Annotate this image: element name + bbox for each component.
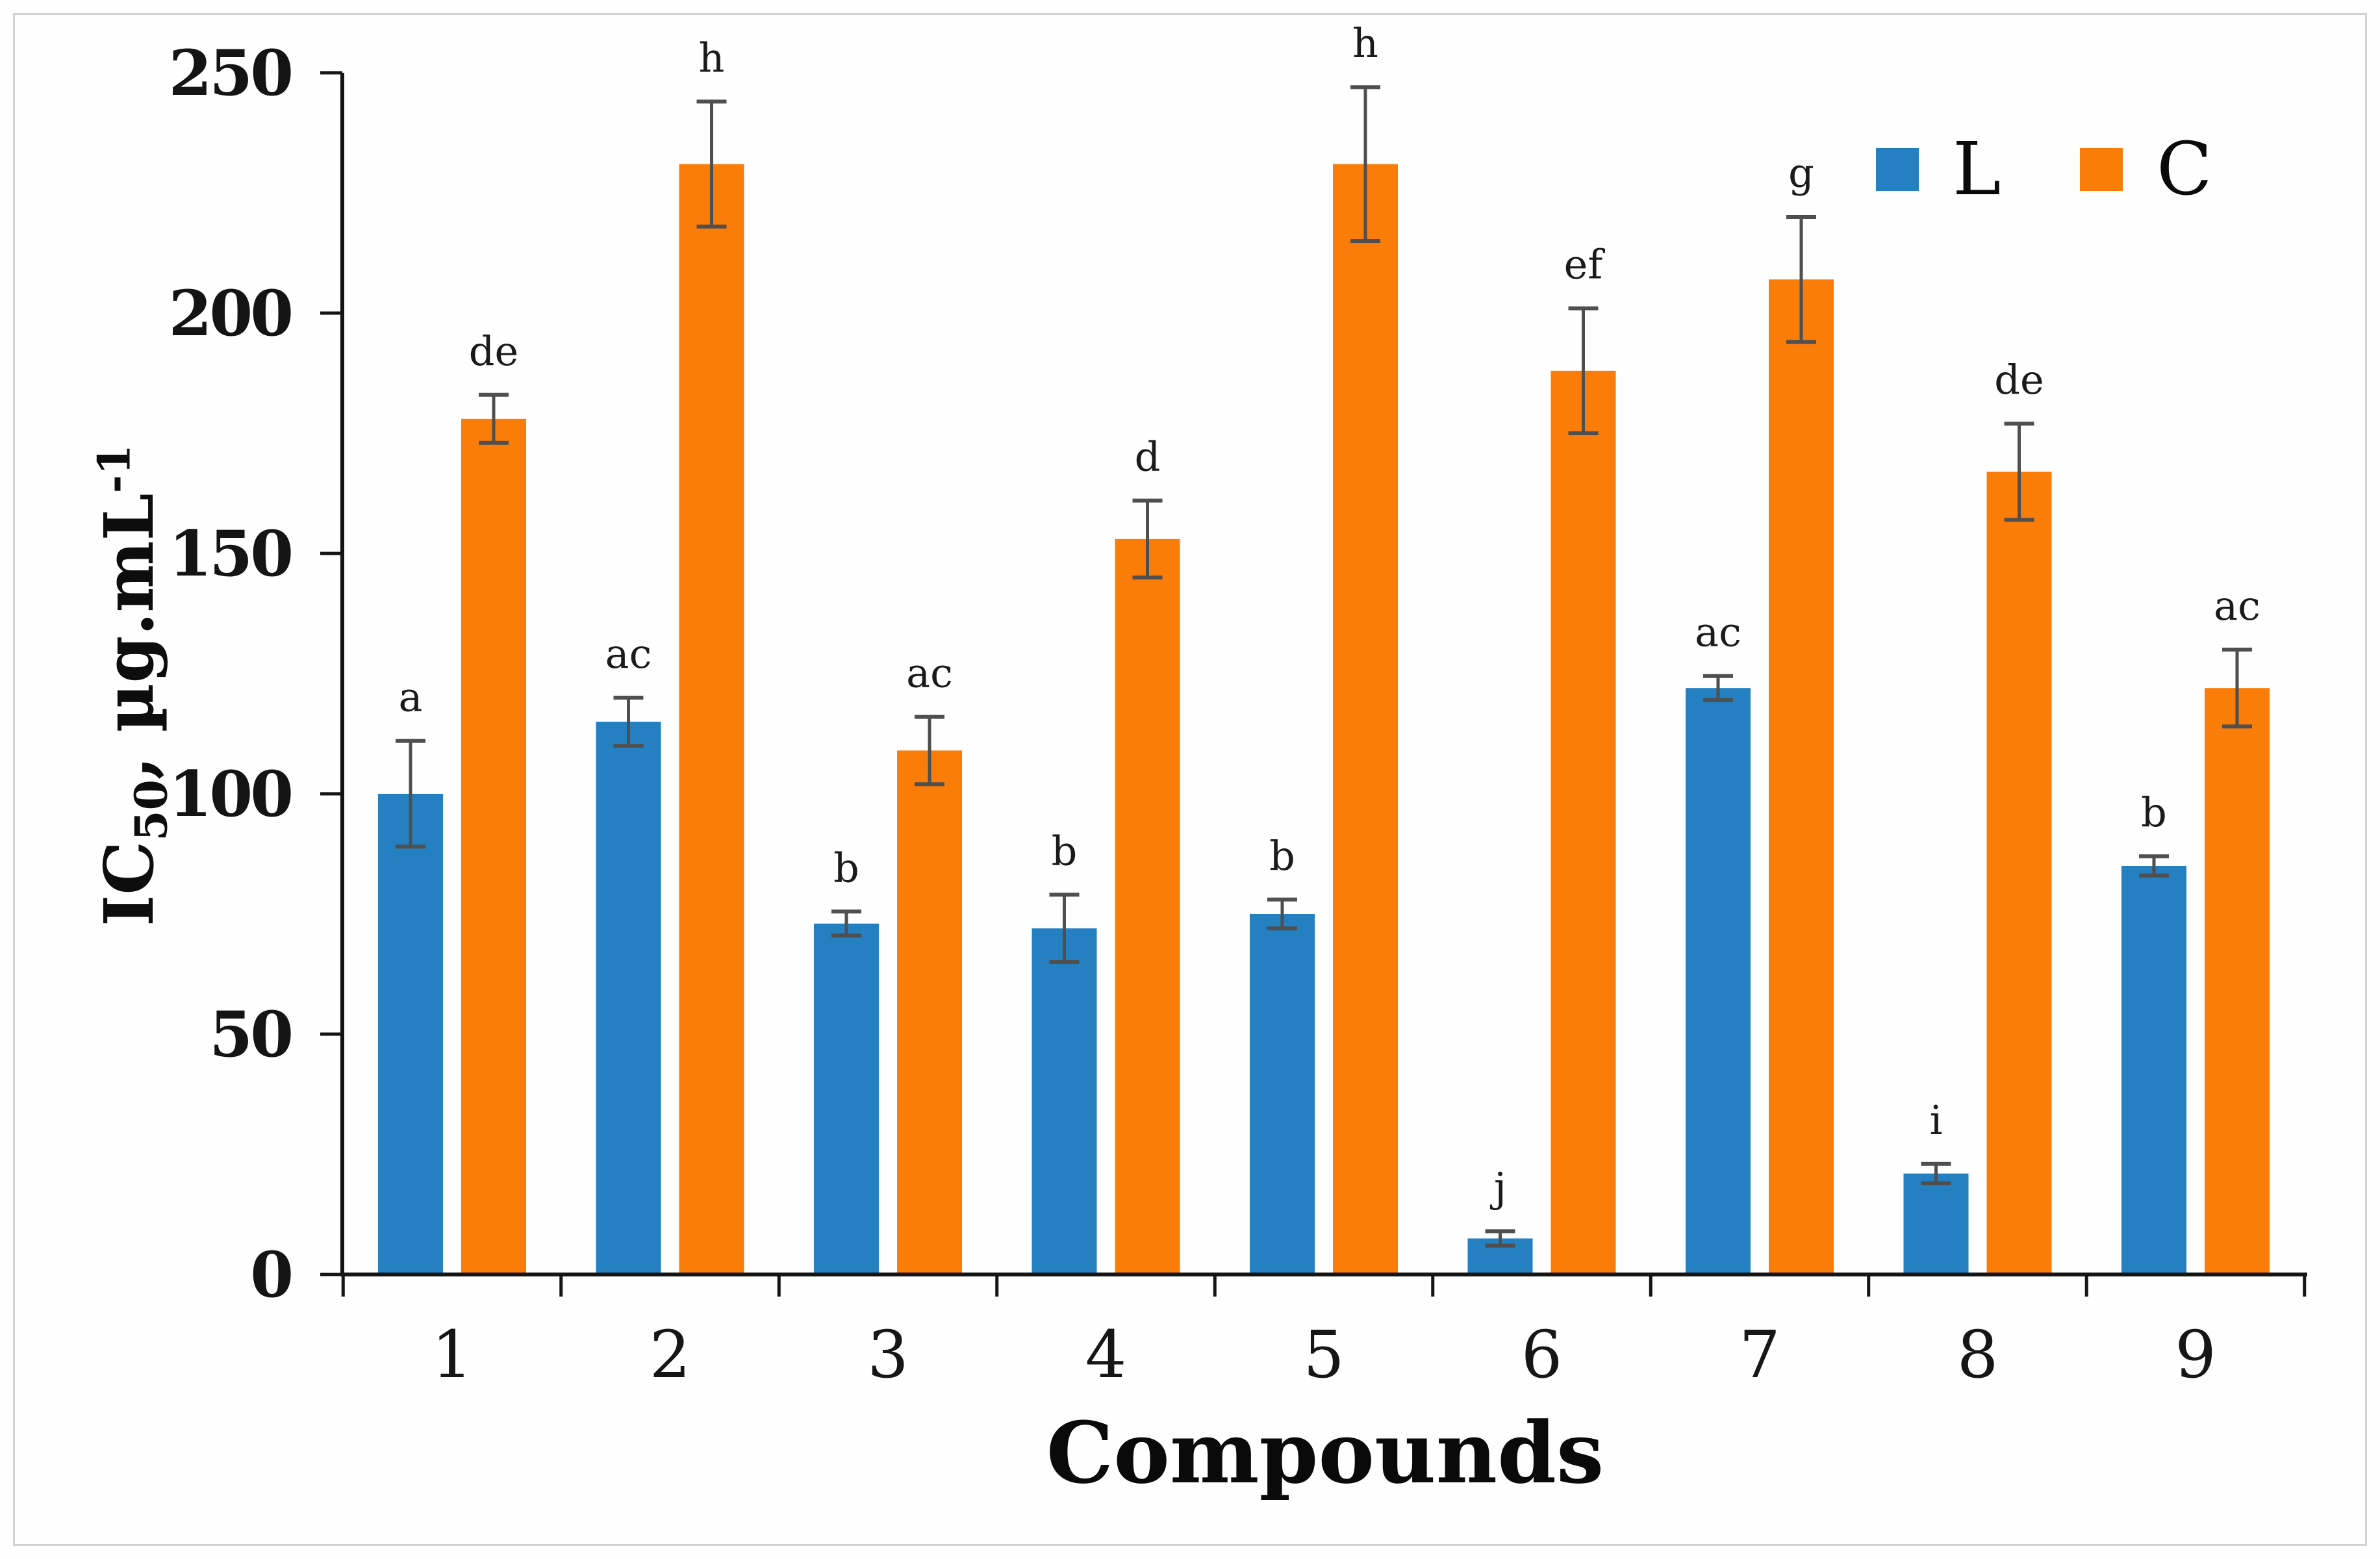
bar-l-compound-7	[1686, 688, 1751, 1274]
y-tick-label-50: 50	[209, 998, 291, 1071]
significance-letter-l-4: b	[1052, 827, 1078, 874]
significance-letter-c-6: ef	[1564, 241, 1606, 288]
y-axis-title-mid: , µg.mL	[88, 493, 169, 780]
x-category-label-5: 5	[1303, 1317, 1345, 1393]
bar-c-compound-4	[1115, 539, 1180, 1274]
significance-letter-l-2: ac	[605, 630, 652, 678]
significance-letter-l-3: b	[833, 844, 859, 891]
y-axis-title-subscript: 50	[125, 780, 178, 841]
y-axis-title-prefix: IC	[88, 841, 169, 927]
significance-letter-l-6: j	[1490, 1163, 1506, 1211]
significance-letter-c-9: ac	[2214, 582, 2260, 629]
significance-letter-c-5: h	[1352, 19, 1378, 67]
y-axis-title: IC50, µg.mL-1	[88, 444, 177, 926]
bar-l-compound-3	[814, 923, 879, 1274]
significance-letter-c-3: ac	[906, 650, 953, 697]
y-tick-label-250: 250	[169, 36, 292, 110]
x-category-label-2: 2	[650, 1317, 691, 1393]
y-axis-title-superscript: -1	[88, 444, 141, 494]
bar-c-compound-9	[2205, 688, 2270, 1274]
x-category-label-4: 4	[1085, 1317, 1127, 1393]
x-category-label-1: 1	[431, 1317, 473, 1393]
x-category-label-8: 8	[1957, 1317, 1999, 1393]
significance-letter-c-1: de	[469, 327, 518, 375]
significance-letter-c-2: h	[699, 34, 725, 81]
bar-l-compound-9	[2121, 866, 2186, 1274]
significance-letter-c-8: de	[1994, 356, 2044, 403]
significance-letter-l-9: b	[2141, 789, 2167, 836]
bar-c-compound-8	[1986, 472, 2052, 1275]
legend-item-l: L	[1876, 133, 2001, 206]
x-category-label-3: 3	[867, 1317, 909, 1393]
legend-item-c: C	[2080, 133, 2212, 206]
legend-swatch-l-icon	[1876, 148, 1919, 191]
bar-c-compound-2	[679, 164, 744, 1275]
bar-l-compound-5	[1250, 914, 1315, 1274]
bar-l-compound-1	[378, 794, 443, 1274]
legend-label-l: L	[1953, 127, 2001, 212]
significance-letter-c-7: g	[1788, 149, 1814, 197]
significance-letter-l-1: a	[399, 674, 423, 721]
bar-c-compound-6	[1551, 370, 1616, 1274]
significance-letter-l-8: i	[1930, 1096, 1943, 1144]
bar-l-compound-8	[1903, 1173, 1969, 1274]
x-category-label-7: 7	[1739, 1317, 1780, 1393]
x-axis-title: Compounds	[1046, 1403, 1604, 1502]
legend-swatch-c-icon	[2080, 148, 2123, 191]
y-tick-label-150: 150	[169, 517, 292, 590]
bar-c-compound-1	[461, 418, 526, 1274]
y-tick-label-0: 0	[250, 1238, 291, 1312]
bar-c-compound-5	[1333, 164, 1398, 1275]
bar-l-compound-2	[596, 722, 661, 1274]
legend-label-c: C	[2157, 127, 2212, 212]
significance-letter-l-7: ac	[1695, 609, 1741, 656]
bar-c-compound-3	[897, 750, 962, 1274]
y-tick-label-100: 100	[169, 757, 292, 831]
bar-l-compound-4	[1032, 928, 1097, 1274]
x-category-label-9: 9	[2175, 1317, 2216, 1393]
significance-letter-c-4: d	[1135, 433, 1161, 481]
significance-letter-l-5: b	[1269, 832, 1295, 880]
x-category-label-6: 6	[1521, 1317, 1563, 1393]
bar-c-compound-7	[1769, 279, 1834, 1275]
y-tick-label-200: 200	[169, 277, 292, 350]
